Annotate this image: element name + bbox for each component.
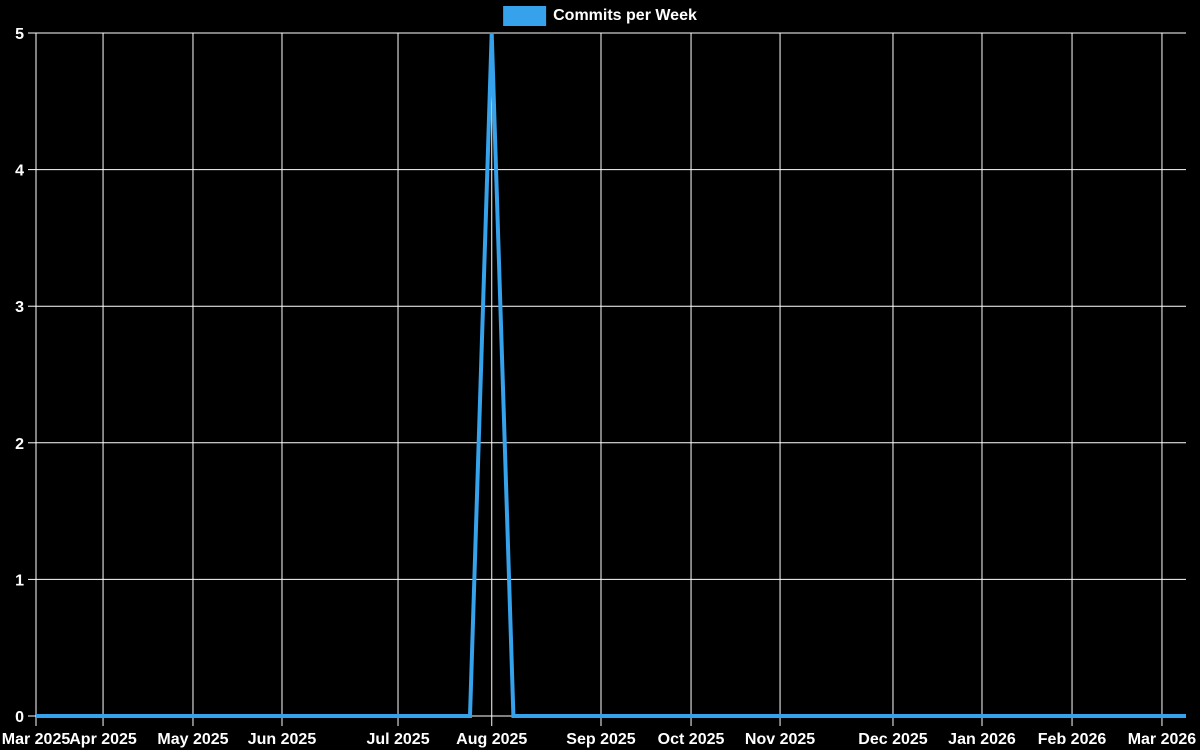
x-axis-label: Oct 2025: [658, 731, 725, 748]
x-axis-label: Feb 2026: [1038, 731, 1107, 748]
chart-legend-item[interactable]: Commits per Week: [503, 6, 697, 26]
x-axis-label: Apr 2025: [69, 731, 137, 748]
x-axis-label: Mar 2025: [2, 731, 71, 748]
x-axis-label: Sep 2025: [566, 731, 635, 748]
x-axis-label: May 2025: [157, 731, 228, 748]
x-axis-label: Mar 2026: [1128, 731, 1197, 748]
commits-series-line: [36, 32, 1186, 718]
y-axis-label: 2: [15, 436, 24, 453]
x-axis-label: Dec 2025: [858, 731, 927, 748]
legend-swatch-icon: [503, 6, 547, 26]
y-axis-label: 0: [15, 709, 24, 726]
x-axis-label: Aug 2025: [456, 731, 527, 748]
y-axis-label: 5: [15, 26, 24, 43]
x-axis-label: Jul 2025: [366, 731, 429, 748]
x-axis-label: Jan 2026: [948, 731, 1016, 748]
x-axis-label: Nov 2025: [745, 731, 815, 748]
legend-label: Commits per Week: [553, 7, 697, 24]
x-axis-label: Jun 2025: [248, 731, 317, 748]
y-axis-label: 1: [15, 572, 24, 589]
y-axis-label: 3: [15, 299, 24, 316]
y-axis-label: 4: [15, 163, 24, 180]
